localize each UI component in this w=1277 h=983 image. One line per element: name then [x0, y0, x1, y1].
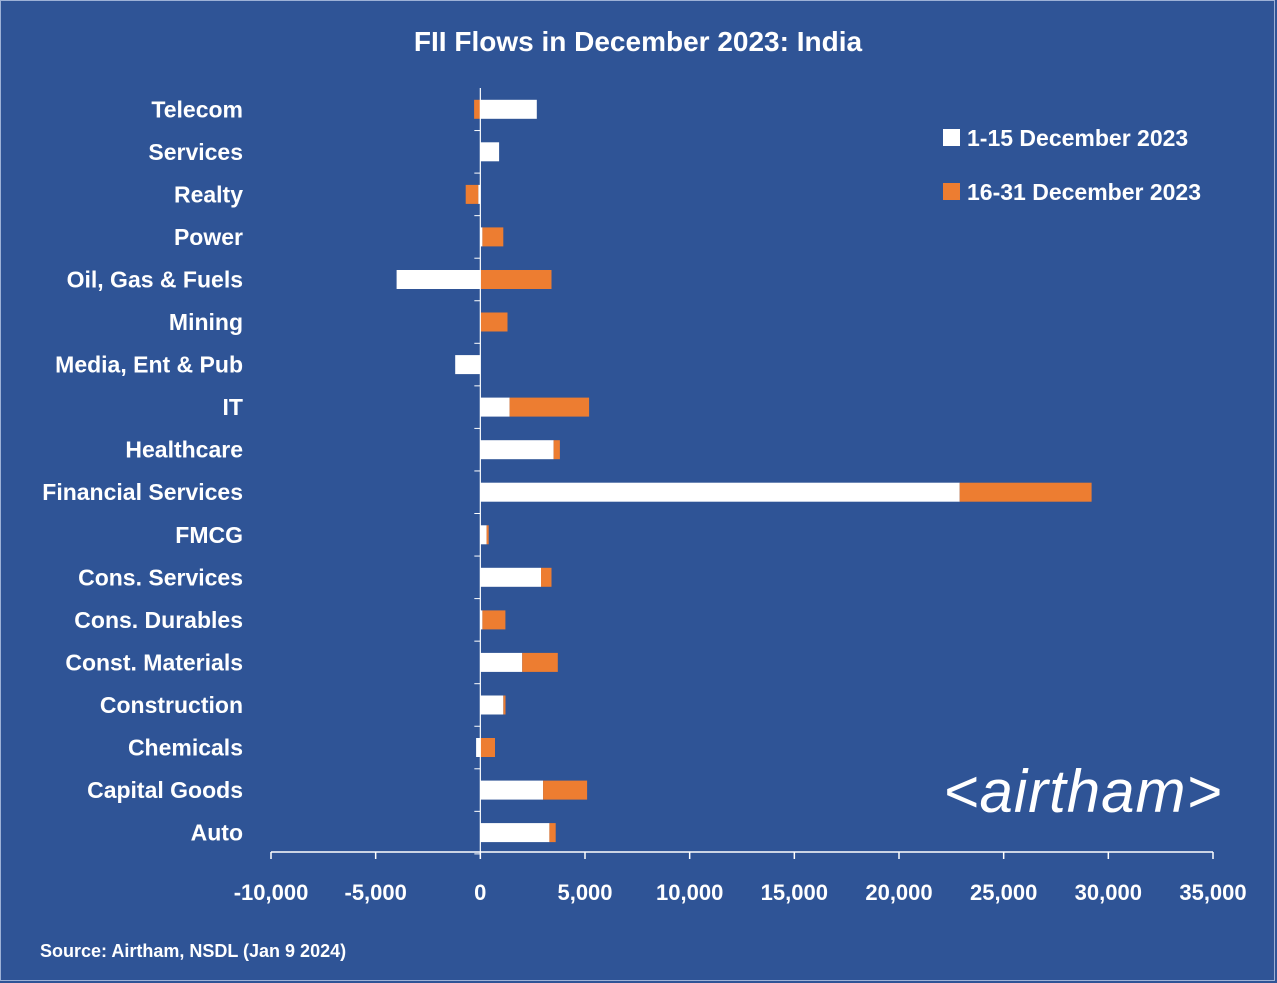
bar-series-1-0 — [480, 99, 537, 119]
category-label: Media, Ent & Pub — [55, 352, 243, 378]
category-label: Realty — [174, 181, 243, 207]
legend-swatch-series-2 — [943, 183, 960, 200]
bar-series-1-1 — [480, 142, 500, 162]
category-label: Const. Materials — [65, 649, 243, 675]
legend-label-series-1: 1-15 December 2023 — [967, 125, 1188, 151]
x-tick-label: 15,000 — [761, 880, 828, 905]
bar-series-1-3 — [480, 227, 483, 247]
x-tick-label: -10,000 — [234, 880, 309, 905]
category-label: Chemicals — [128, 735, 243, 761]
bar-series-2-0 — [474, 99, 481, 119]
category-label: Cons. Services — [78, 564, 243, 590]
bar-series-1-4 — [396, 270, 481, 289]
bar-series-2-17 — [549, 823, 556, 843]
x-tick-label: -5,000 — [345, 880, 407, 905]
x-tick-label: 10,000 — [656, 880, 723, 905]
category-label: Mining — [169, 309, 243, 335]
bar-series-1-15 — [476, 738, 481, 757]
category-label: Telecom — [151, 96, 243, 122]
bar-series-2-9 — [959, 482, 1092, 502]
bar-series-2-11 — [541, 567, 552, 587]
bar-series-1-6 — [455, 355, 481, 375]
bar-series-2-3 — [482, 227, 504, 247]
bar-series-1-12 — [480, 610, 483, 630]
bar-series-1-2 — [478, 184, 481, 204]
category-label: Services — [148, 139, 243, 165]
x-tick-label: 5,000 — [557, 880, 612, 905]
x-tick-label: 25,000 — [970, 880, 1037, 905]
x-tick-label: 20,000 — [865, 880, 932, 905]
bar-series-2-10 — [486, 525, 489, 545]
bar-series-2-12 — [482, 610, 506, 630]
category-label: Oil, Gas & Fuels — [67, 267, 243, 293]
bar-series-2-4 — [480, 270, 552, 289]
x-tick-label: 0 — [474, 880, 486, 905]
bar-series-1-13 — [480, 652, 523, 672]
bar-series-2-15 — [480, 738, 495, 757]
airtham-logo: <airtham> — [943, 758, 1222, 825]
bar-series-1-16 — [480, 780, 544, 800]
bar-series-1-8 — [480, 440, 554, 460]
legend: 1-15 December 2023 16-31 December 2023 — [943, 125, 1201, 205]
chart-title: FII Flows in December 2023: India — [414, 26, 863, 57]
bar-series-1-9 — [480, 482, 960, 502]
bar-series-2-13 — [522, 652, 558, 672]
bar-series-1-11 — [480, 567, 541, 587]
bar-series-2-14 — [503, 695, 506, 715]
category-label: IT — [223, 394, 243, 420]
category-label: Power — [174, 224, 243, 250]
bar-series-2-2 — [465, 184, 479, 204]
x-tick-label: 35,000 — [1179, 880, 1246, 905]
bar-series-1-14 — [480, 695, 504, 715]
bar-series-2-5 — [480, 312, 508, 332]
bar-series-2-7 — [509, 397, 590, 417]
legend-label-series-2: 16-31 December 2023 — [967, 179, 1201, 205]
category-label: Construction — [100, 692, 243, 718]
category-label: Financial Services — [42, 479, 243, 505]
x-axis — [270, 88, 1214, 859]
bar-series-1-7 — [480, 397, 510, 417]
bar-series-1-10 — [480, 525, 487, 545]
legend-swatch-series-1 — [943, 129, 960, 146]
bars-layer — [396, 99, 1092, 843]
category-label: Healthcare — [125, 437, 243, 463]
category-label: FMCG — [175, 522, 243, 548]
x-tick-label: 30,000 — [1075, 880, 1142, 905]
category-label: Cons. Durables — [74, 607, 243, 633]
category-label: Auto — [191, 820, 243, 846]
bar-series-1-17 — [480, 823, 550, 843]
category-labels: Telecom Services Realty Power Oil, Gas & Fue… — [42, 96, 243, 845]
bar-series-2-8 — [553, 440, 560, 460]
bar-series-2-16 — [543, 780, 588, 800]
category-label: Capital Goods — [87, 777, 243, 803]
x-tick-labels: -10,000 -5,000 0 5,000 10,000 15,000 20,000 25,… — [234, 880, 1247, 905]
source-note: Source: Airtham, NSDL (Jan 9 2024) — [40, 941, 346, 961]
